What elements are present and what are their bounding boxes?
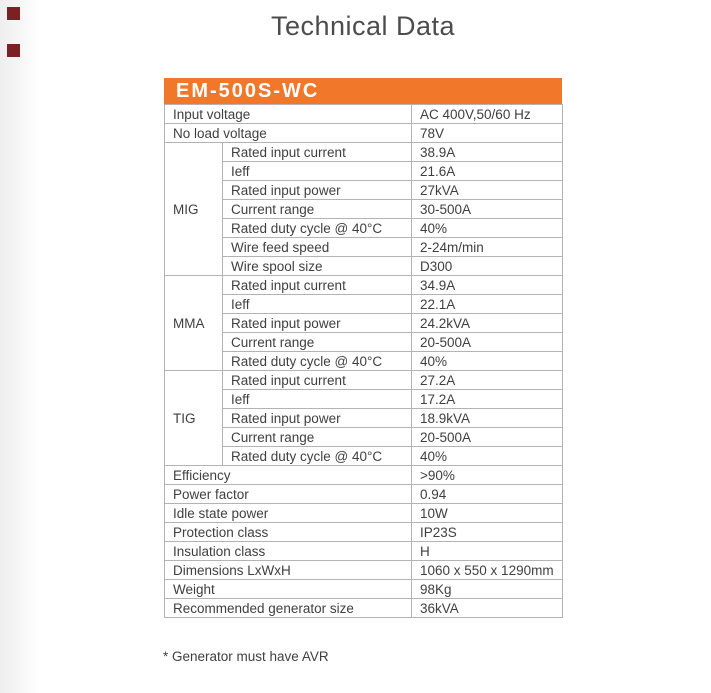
- param-cell: Ieff: [222, 161, 412, 181]
- table-row: Weight 98Kg: [164, 579, 563, 599]
- table-row: Wire spool size D300: [165, 256, 563, 276]
- param-cell: Rated input power: [222, 180, 412, 200]
- table-row: Ieff 21.6A: [165, 161, 563, 181]
- model-header: EM-500S-WC: [164, 78, 562, 104]
- param-cell: Efficiency: [164, 465, 412, 485]
- table-row: Current range 20-500A: [165, 427, 563, 447]
- table-row: Wire feed speed 2-24m/min: [165, 237, 563, 257]
- value-cell: 21.6A: [411, 161, 563, 181]
- table-row: Input voltage AC 400V,50/60 Hz: [164, 104, 563, 124]
- value-cell: 10W: [411, 503, 563, 523]
- value-cell: 18.9kVA: [411, 408, 563, 428]
- param-cell: Dimensions LxWxH: [164, 560, 412, 580]
- param-cell: Rated input power: [222, 408, 412, 428]
- param-cell: Rated input current: [222, 142, 412, 162]
- table-row: MIG Rated input current 38.9A: [164, 142, 563, 276]
- value-cell: H: [411, 541, 563, 561]
- table-row: Recommended generator size 36kVA: [164, 598, 563, 618]
- table-row: Idle state power 10W: [164, 503, 563, 523]
- spec-table: EM-500S-WC Input voltage AC 400V,50/60 Hz…: [164, 78, 563, 618]
- value-cell: 24.2kVA: [411, 313, 563, 333]
- param-cell: Current range: [222, 427, 412, 447]
- value-cell: 17.2A: [411, 389, 563, 409]
- group-cell-tig: TIG: [164, 370, 223, 466]
- param-cell: Wire feed speed: [222, 237, 412, 257]
- param-cell: No load voltage: [164, 123, 412, 143]
- group-cell-mma: MMA: [164, 275, 223, 371]
- value-cell: 78V: [411, 123, 563, 143]
- table-row: MMA Rated input current 34.9A: [164, 275, 563, 371]
- group-cell-mig: MIG: [164, 142, 223, 276]
- value-cell: 98Kg: [411, 579, 563, 599]
- corner-marker-bottom: [7, 44, 20, 57]
- table-row: No load voltage 78V: [164, 123, 563, 143]
- table-row: Protection class IP23S: [164, 522, 563, 542]
- table-row: TIG Rated input current 27.2A: [164, 370, 563, 466]
- table-row: Ieff 17.2A: [165, 389, 563, 409]
- page-title: Technical Data: [270, 11, 456, 41]
- param-cell: Recommended generator size: [164, 598, 412, 618]
- table-row: Rated duty cycle @ 40°C 40%: [165, 218, 563, 238]
- table-row: Current range 20-500A: [165, 332, 563, 352]
- table-row: Rated duty cycle @ 40°C 40%: [165, 351, 563, 371]
- value-cell: IP23S: [411, 522, 563, 542]
- table-row: Rated input power 27kVA: [165, 180, 563, 200]
- param-cell: Ieff: [222, 294, 412, 314]
- param-cell: Protection class: [164, 522, 412, 542]
- param-cell: Power factor: [164, 484, 412, 504]
- value-cell: 30-500A: [411, 199, 563, 219]
- value-cell: 27.2A: [411, 370, 563, 390]
- table-row: Rated input power 24.2kVA: [165, 313, 563, 333]
- param-cell: Input voltage: [164, 104, 412, 124]
- param-cell: Rated duty cycle @ 40°C: [222, 351, 412, 371]
- param-cell: Rated duty cycle @ 40°C: [222, 218, 412, 238]
- param-cell: Ieff: [222, 389, 412, 409]
- footnote: * Generator must have AVR: [163, 649, 329, 664]
- table-row: Power factor 0.94: [164, 484, 563, 504]
- table-row: Dimensions LxWxH 1060 x 550 x 1290mm: [164, 560, 563, 580]
- param-cell: Insulation class: [164, 541, 412, 561]
- param-cell: Weight: [164, 579, 412, 599]
- value-cell: 0.94: [411, 484, 563, 504]
- value-cell: >90%: [411, 465, 563, 485]
- table-row: Current range 30-500A: [165, 199, 563, 219]
- table-row: Efficiency >90%: [164, 465, 563, 485]
- value-cell: 34.9A: [411, 275, 563, 295]
- table-row: Ieff 22.1A: [165, 294, 563, 314]
- value-cell: 27kVA: [411, 180, 563, 200]
- param-cell: Current range: [222, 199, 412, 219]
- table-row: Rated input power 18.9kVA: [165, 408, 563, 428]
- param-cell: Idle state power: [164, 503, 412, 523]
- value-cell: 22.1A: [411, 294, 563, 314]
- value-cell: 40%: [411, 446, 563, 466]
- param-cell: Rated duty cycle @ 40°C: [222, 446, 412, 466]
- value-cell: 40%: [411, 218, 563, 238]
- value-cell: AC 400V,50/60 Hz: [411, 104, 563, 124]
- corner-marker-top: [7, 7, 20, 20]
- param-cell: Wire spool size: [222, 256, 412, 276]
- param-cell: Rated input current: [222, 275, 412, 295]
- param-cell: Rated input current: [222, 370, 412, 390]
- value-cell: 36kVA: [411, 598, 563, 618]
- value-cell: 40%: [411, 351, 563, 371]
- param-cell: Current range: [222, 332, 412, 352]
- page-left-gradient: [0, 0, 40, 693]
- value-cell: 1060 x 550 x 1290mm: [411, 560, 563, 580]
- table-row: Insulation class H: [164, 541, 563, 561]
- table-row: Rated duty cycle @ 40°C 40%: [165, 446, 563, 466]
- value-cell: 38.9A: [411, 142, 563, 162]
- value-cell: 20-500A: [411, 427, 563, 447]
- value-cell: 20-500A: [411, 332, 563, 352]
- value-cell: 2-24m/min: [411, 237, 563, 257]
- spec-table-grid: Input voltage AC 400V,50/60 Hz No load vol…: [164, 104, 563, 618]
- param-cell: Rated input power: [222, 313, 412, 333]
- value-cell: D300: [411, 256, 563, 276]
